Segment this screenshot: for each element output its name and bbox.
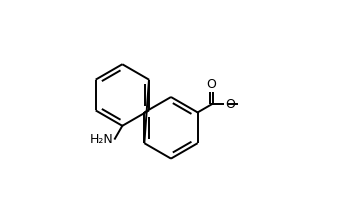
Text: O: O — [225, 98, 235, 111]
Text: O: O — [207, 78, 216, 91]
Text: H₂N: H₂N — [90, 133, 113, 146]
